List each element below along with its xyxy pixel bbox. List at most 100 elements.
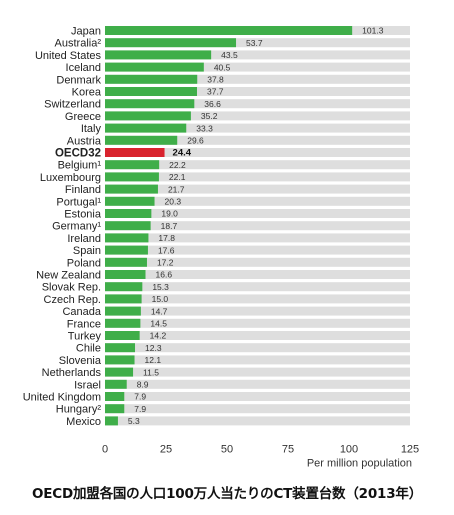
category-label: France [67,318,101,330]
bar [105,160,160,170]
category-label: Hungary² [56,404,102,416]
category-label: Switzerland [44,99,101,111]
value-label: 14.2 [150,331,167,341]
value-label: 14.5 [150,319,167,329]
bar [105,318,141,328]
bar-highlight [105,148,165,157]
value-label: 18.7 [161,221,178,231]
bar [105,355,135,365]
category-label: Australia² [55,38,102,50]
bar [105,282,143,292]
bar-track [105,123,410,133]
category-label: Luxembourg [40,172,101,184]
bar [105,367,134,377]
bar [105,331,140,340]
bar-track [105,62,410,72]
category-label: Japan [71,26,101,38]
bar [105,123,187,133]
category-label: Denmark [56,74,101,86]
bar [105,135,178,145]
value-label: 17.8 [158,233,175,243]
category-label: Slovenia [59,355,102,367]
value-labels: 101.3 53.7 43.5 40.5 37.8 37.7 36.6 35.2 33.3 29.… [128,26,384,426]
category-label: United Kingdom [23,392,101,404]
value-label: 19.0 [161,209,178,219]
x-tick-label: 125 [401,444,419,456]
value-label: 15.0 [152,294,169,304]
bar [105,196,155,206]
x-tick-label: 50 [221,444,233,456]
bar-track [105,331,410,340]
bar [105,50,212,60]
chart-caption: OECD加盟各国の人口100万人当たりのCT装置台数（2013年） [31,486,423,502]
category-label: United States [35,50,102,62]
bar-track [105,270,410,279]
value-label: 22.2 [169,160,186,170]
category-label: Chile [76,343,101,355]
bar-track [105,221,410,231]
bar-track [105,404,410,414]
category-label: New Zealand [36,270,101,282]
bar-track [105,184,410,194]
bar-track [105,367,410,377]
category-label: Finland [65,184,101,196]
bar [105,172,159,182]
bar-track [105,148,410,157]
bar-track [105,343,410,353]
value-label: 24.4 [173,148,192,159]
category-label: Israel [74,379,101,391]
x-tick-label: 75 [282,444,294,456]
bar-track [105,160,410,170]
category-label: Czech Rep. [44,294,101,306]
bar [105,379,127,389]
category-label: Ireland [67,233,101,245]
bar [105,184,158,194]
category-label: Greece [65,111,101,123]
value-label: 11.5 [143,367,159,377]
category-label: Germany¹ [52,221,101,233]
bar-track [105,306,410,316]
bar-track [105,233,410,243]
category-label: Poland [67,257,101,269]
bar [105,221,151,231]
bar [105,245,148,255]
value-label: 29.6 [187,136,204,146]
x-tick-label: 0 [102,444,108,456]
bar-track [105,294,410,304]
value-label: 17.6 [158,245,175,255]
category-label: Spain [73,245,101,257]
value-label: 17.2 [157,258,174,268]
bar [105,306,141,316]
category-label: Netherlands [42,367,102,379]
x-tick-label: 25 [160,444,172,456]
value-label: 14.7 [151,306,168,316]
category-label: Slovak Rep. [42,282,101,294]
bar-track [105,318,410,328]
value-label: 37.7 [207,87,224,97]
value-label: 7.9 [134,392,146,402]
value-label: 12.1 [145,355,162,365]
bars [105,26,353,426]
category-label: Austria [67,135,102,147]
bar-track [105,135,410,145]
value-label: 15.3 [152,282,169,292]
category-label: Iceland [66,62,101,74]
bar-track [105,87,410,96]
value-label: 21.7 [168,184,185,194]
category-label: OECD32 [55,148,101,160]
category-label: Italy [81,123,102,135]
value-label: 53.7 [246,38,263,48]
value-label: 36.6 [204,99,221,109]
x-axis: 0 25 50 75 100 125 [102,444,419,456]
bar-track [105,257,410,267]
category-label: Mexico [66,416,101,428]
bar [105,233,149,243]
value-label: 40.5 [214,62,231,72]
bar-track [105,172,410,182]
bar-track [105,379,410,389]
category-label: Belgium¹ [58,160,102,172]
category-label: Portugal¹ [56,196,101,208]
bar [105,26,353,35]
value-label: 12.3 [145,343,162,353]
